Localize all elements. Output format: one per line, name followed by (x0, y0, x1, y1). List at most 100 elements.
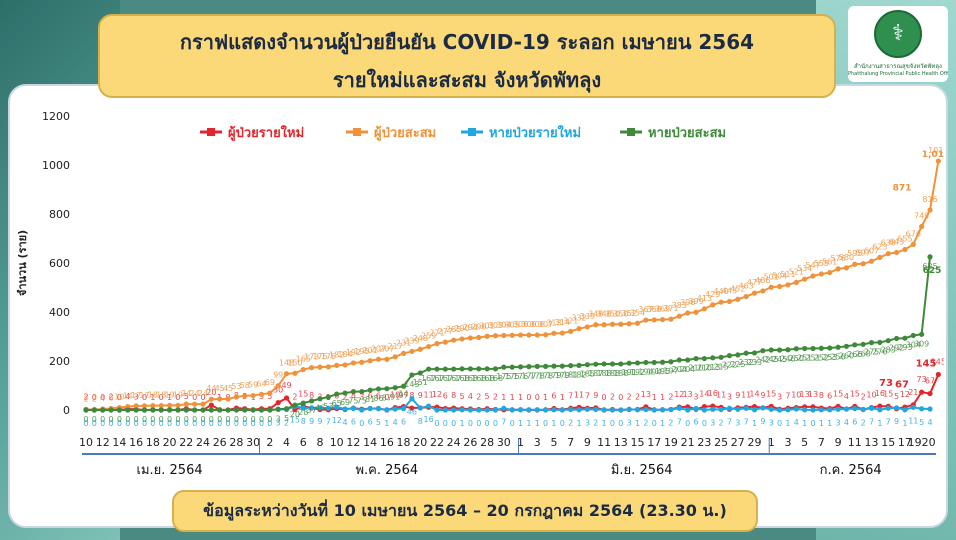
data-label: 0 (560, 419, 565, 428)
data-point (158, 402, 164, 409)
data-label: 213 (705, 363, 720, 372)
data-label: 0 (175, 419, 180, 428)
data-label: 9 (760, 391, 765, 400)
data-point (300, 366, 306, 373)
data-label: 207 (371, 344, 386, 353)
data-point (835, 266, 841, 272)
data-label: 0 (685, 419, 690, 428)
data-label: 5 (485, 392, 490, 401)
data-label: 314 (555, 318, 570, 327)
x-tick-label: 12 (96, 436, 110, 449)
data-label: 9 (593, 391, 598, 400)
data-point (467, 366, 473, 372)
data-label: 2 (83, 393, 88, 402)
data-label: 283 (881, 346, 896, 355)
data-label: 0 (652, 419, 657, 428)
data-point (827, 407, 833, 413)
data-point (484, 407, 490, 413)
data-label: 248 (413, 334, 428, 343)
data-label: 8 (309, 391, 314, 400)
data-label: 2 (668, 419, 673, 428)
data-point (768, 406, 774, 412)
data-label: 0 (159, 419, 164, 428)
data-label: 2 (83, 395, 88, 404)
data-point (166, 402, 173, 408)
data-point (726, 298, 733, 305)
data-label: 15 (298, 389, 308, 398)
data-point (309, 405, 315, 411)
data-point (576, 326, 582, 332)
data-point (451, 366, 457, 372)
data-point (350, 405, 357, 412)
data-label: 6 (443, 392, 448, 401)
data-label: 0 (134, 415, 139, 424)
data-point (551, 330, 557, 336)
data-label: 5 (284, 414, 289, 423)
y-tick-label: 400 (49, 306, 70, 319)
data-point (517, 332, 524, 338)
x-tick-label: 7 (818, 436, 825, 449)
data-point (359, 407, 365, 413)
data-label: 1 (560, 393, 565, 402)
data-point (375, 356, 382, 362)
data-point (166, 407, 173, 413)
data-label: 676 (906, 229, 921, 238)
y-tick-label: 1200 (42, 110, 70, 123)
data-point (668, 406, 674, 413)
data-label: 7 (677, 417, 682, 426)
data-point (283, 395, 290, 401)
x-tick-label: 9 (584, 436, 591, 449)
endpoint-label: 73 (879, 378, 893, 389)
data-label: 0 (83, 419, 88, 428)
data-point (559, 407, 565, 413)
data-label: 4 (844, 418, 849, 427)
data-label: 10 (866, 391, 876, 400)
data-point (543, 407, 549, 413)
x-tick-label: 1 (768, 436, 775, 449)
data-point (392, 406, 398, 412)
legend-marker (468, 128, 476, 136)
data-label: 195 (655, 367, 670, 376)
data-point (192, 401, 198, 407)
data-point (484, 333, 490, 339)
data-point (192, 407, 198, 413)
data-label: 167 (421, 374, 436, 383)
data-point (885, 338, 891, 344)
data-point (835, 344, 841, 350)
data-label: 0 (443, 419, 448, 428)
data-point (885, 251, 891, 257)
data-label: 75 (357, 397, 367, 406)
data-label: 6 (693, 418, 698, 427)
data-point (785, 407, 791, 413)
x-tick-label: 20 (413, 436, 427, 449)
data-point (852, 342, 858, 348)
endpoint-label: 1,016 (922, 150, 944, 160)
data-label: 6 (401, 418, 406, 427)
data-point (392, 385, 398, 391)
data-point (609, 321, 616, 327)
data-label: 9 (894, 417, 899, 426)
data-point (651, 317, 657, 323)
x-tick-label: 24 (447, 436, 461, 449)
data-point (810, 407, 816, 413)
data-label: 204 (680, 365, 695, 374)
data-point (860, 406, 866, 413)
data-label: 13 (641, 390, 651, 399)
data-label: 0 (142, 415, 147, 424)
data-label: 0 (200, 419, 205, 428)
data-label: 4 (393, 418, 398, 427)
data-label: 11 (716, 390, 726, 399)
data-label: 8 (351, 391, 356, 400)
x-tick-label: 16 (380, 436, 394, 449)
data-label: 511 (780, 270, 795, 279)
data-label: 188 (605, 369, 620, 378)
data-label: 250 (789, 354, 804, 363)
data-label: 75 (348, 397, 358, 406)
data-label: 452 (730, 284, 745, 293)
data-label: 242 (755, 356, 770, 365)
data-label: 232 (739, 358, 754, 367)
data-label: 332 (571, 314, 586, 323)
data-label: 204 (672, 365, 687, 374)
data-label: 477 (747, 278, 762, 287)
data-point (701, 355, 707, 362)
